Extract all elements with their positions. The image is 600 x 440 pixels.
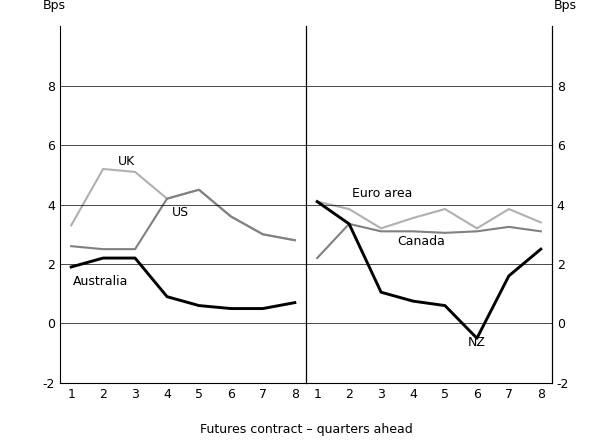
Text: Canada: Canada bbox=[397, 235, 445, 248]
Text: UK: UK bbox=[118, 154, 135, 168]
Text: Futures contract – quarters ahead: Futures contract – quarters ahead bbox=[200, 423, 412, 436]
Text: Bps: Bps bbox=[43, 0, 66, 12]
Text: Australia: Australia bbox=[73, 275, 128, 288]
Text: Euro area: Euro area bbox=[352, 187, 413, 200]
Text: US: US bbox=[172, 206, 189, 220]
Text: Bps: Bps bbox=[554, 0, 577, 12]
Text: NZ: NZ bbox=[467, 336, 485, 348]
